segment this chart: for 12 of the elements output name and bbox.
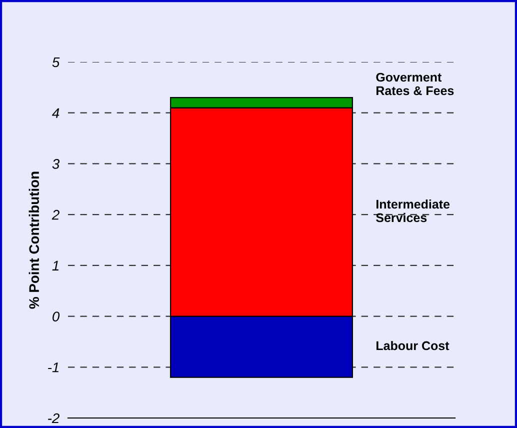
y-tick-label: 0 bbox=[52, 312, 60, 322]
y-tick-label: -2 bbox=[48, 413, 60, 424]
y-tick-label: 2 bbox=[52, 210, 60, 220]
y-axis-title: % Point Contribution bbox=[28, 172, 40, 309]
y-tick-label: 5 bbox=[52, 57, 60, 68]
series-label: Goverment Rates & Fees bbox=[376, 72, 454, 96]
series-label: Intermediate Services bbox=[376, 199, 450, 222]
series-label: Labour Cost bbox=[376, 340, 450, 350]
y-tick-label: 3 bbox=[52, 159, 60, 169]
y-tick-label: -1 bbox=[48, 362, 58, 372]
y-tick-label: 1 bbox=[52, 260, 58, 270]
y-tick-label: 4 bbox=[52, 108, 60, 118]
